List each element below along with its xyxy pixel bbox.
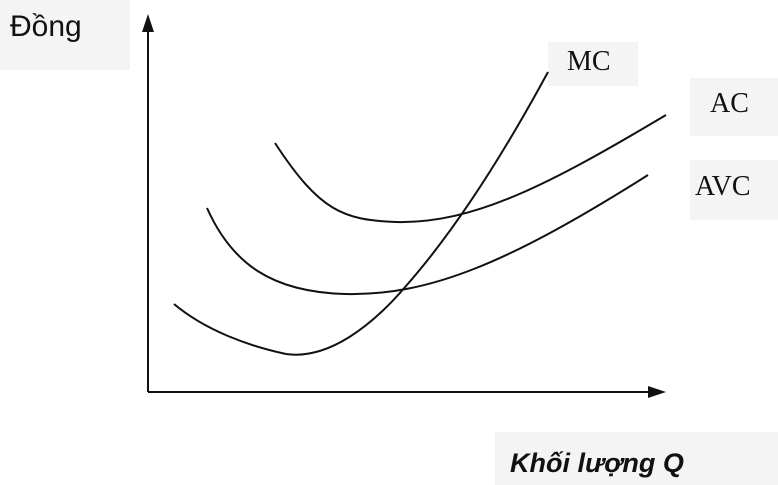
mc-label-background	[548, 42, 638, 86]
y-axis-label: Đồng	[10, 10, 82, 43]
ac-label-background	[690, 78, 778, 136]
ylabel-background	[0, 0, 130, 70]
x-axis-arrowhead	[648, 386, 666, 398]
avc-label-background	[690, 160, 778, 220]
xlabel-background	[495, 432, 778, 485]
x-axis-label: Khối lượng Q	[510, 448, 684, 478]
avc-curve-label: AVC	[695, 171, 751, 202]
mc-curve-label: MC	[567, 46, 611, 77]
avc-curve	[206, 174, 649, 296]
y-axis-arrowhead	[142, 14, 154, 32]
mc-curve	[173, 71, 549, 356]
ac-curve-label: AC	[710, 88, 749, 119]
ac-curve	[274, 114, 667, 224]
